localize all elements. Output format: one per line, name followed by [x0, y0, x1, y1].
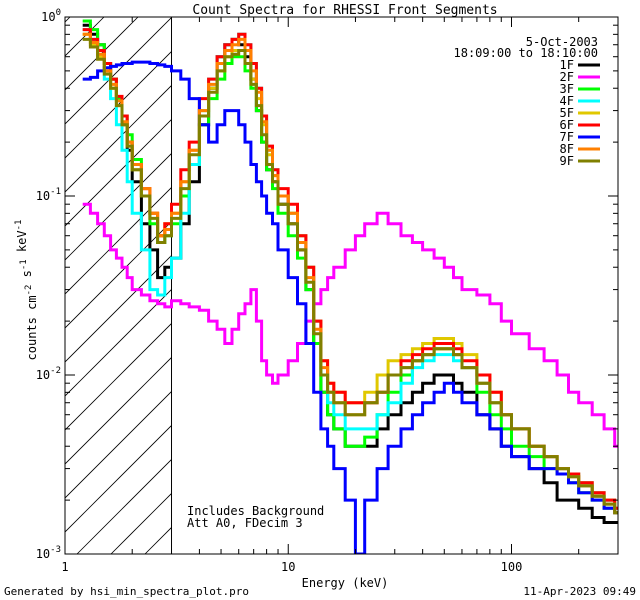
- hatch-line: [65, 118, 172, 227]
- series-line-6F: [82, 28, 618, 510]
- y-tick-label: 10-2: [36, 366, 61, 382]
- hatch-line: [65, 17, 105, 57]
- hatch-line: [65, 220, 172, 329]
- series-line-7F: [82, 60, 618, 554]
- series-line-8F: [82, 32, 618, 515]
- legend-label-7F: 7F: [560, 130, 574, 144]
- y-axis-label: counts cm-2 s-1 keV-1: [14, 220, 39, 361]
- series-line-9F: [82, 37, 618, 515]
- legend-label-8F: 8F: [560, 142, 574, 156]
- legend-label-5F: 5F: [560, 106, 574, 120]
- series-line-4F: [82, 28, 618, 510]
- legend-label-1F: 1F: [560, 58, 574, 72]
- hatch-line: [65, 390, 172, 499]
- date-label: 5-Oct-2003: [526, 35, 598, 49]
- y-tick-label: 100: [41, 8, 61, 24]
- hatch-line: [65, 424, 172, 533]
- generated-by-label: Generated by hsi_min_spectra_plot.pro: [4, 585, 249, 598]
- legend-label-3F: 3F: [560, 82, 574, 96]
- hatch-line: [76, 458, 172, 554]
- x-axis-label: Energy (keV): [302, 576, 389, 590]
- legend-label-2F: 2F: [560, 70, 574, 84]
- series-line-5F: [82, 32, 618, 510]
- series-line-3F: [82, 19, 618, 515]
- y-tick-label: 10-3: [36, 545, 61, 561]
- timestamp-label: 11-Apr-2023 09:49: [523, 585, 636, 598]
- x-tick-label: 10: [281, 560, 295, 574]
- legend-label-6F: 6F: [560, 118, 574, 132]
- hatch-line: [65, 17, 71, 23]
- series-line-2F: [82, 202, 618, 448]
- annotation-attenuator: Att A0, FDecim 3: [187, 516, 303, 530]
- hatch-line: [65, 254, 172, 363]
- y-tick-label: 10-1: [36, 187, 61, 203]
- plot-frame: [64, 16, 619, 555]
- annotation-background: Includes Background: [187, 504, 324, 518]
- hatch-line: [0, 17, 2, 554]
- time-range-label: 18:09:00 to 18:10:00: [454, 46, 599, 60]
- x-tick-label: 1: [61, 560, 68, 574]
- hatch-line: [65, 322, 172, 431]
- hatch-line: [65, 186, 172, 295]
- series-line-1F: [82, 23, 618, 524]
- hatch-line: [65, 17, 172, 125]
- hatch-line: [65, 84, 172, 193]
- legend-label-4F: 4F: [560, 94, 574, 108]
- legend-label-9F: 9F: [560, 154, 574, 168]
- x-tick-label: 100: [501, 560, 523, 574]
- chart-title: Count Spectra for RHESSI Front Segments: [192, 3, 497, 18]
